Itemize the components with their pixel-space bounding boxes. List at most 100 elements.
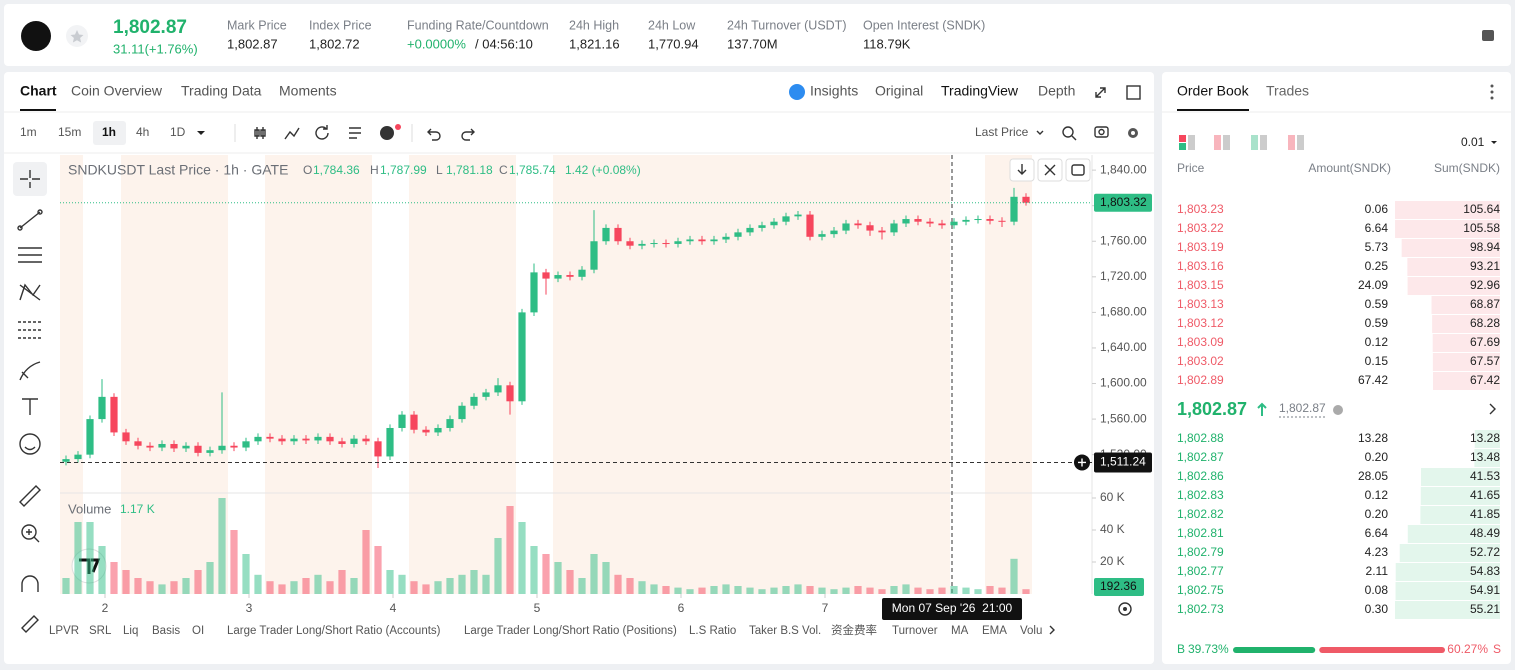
interval[interactable]: 15m [58,125,81,139]
candle-body [650,243,658,245]
ob-amount: 6.64 [1365,221,1389,235]
volume-bar [158,584,166,594]
depth-bar [1431,296,1500,314]
view-tab[interactable]: Depth [1038,83,1075,99]
candle-body [422,429,430,433]
ob-tab[interactable]: Trades [1266,83,1309,99]
candle-body [266,436,274,439]
ob-price: 1,803.12 [1177,316,1224,330]
crosshair-price-box [1094,452,1152,473]
ob-sum: 68.87 [1470,297,1500,311]
indicator[interactable]: Turnover [892,625,938,637]
chart-buttons[interactable] [71,158,1132,635]
indicator[interactable]: SRL [89,625,112,637]
candle-body [770,221,778,226]
ohlc-label: H [370,163,379,177]
chart-tab[interactable]: Moments [279,83,337,99]
stat-label: Mark Price [227,18,287,32]
orderbook-icons[interactable] [1179,84,1497,417]
star-icon [70,30,84,43]
y-tick-label: 1,720.00 [1100,269,1147,283]
ob-amount: 13.28 [1358,431,1388,445]
indicator[interactable]: Large Trader Long/Short Ratio (Accounts) [227,625,441,637]
indicator[interactable]: Liq [123,625,138,637]
volume-bar [962,587,970,594]
legend-change: 1.42 (+0.08%) [565,163,641,177]
ob-sum: 54.91 [1470,583,1500,597]
volume-bar [866,587,874,594]
price-source[interactable]: Last Price [975,125,1029,139]
ob-amount: 24.09 [1358,278,1388,292]
stat-label: 24h Turnover (USDT) [727,18,846,32]
drawing-tools[interactable] [13,162,47,633]
interval[interactable]: 4h [136,125,149,139]
ob-amount: 0.12 [1365,488,1389,502]
interval[interactable]: 1D [170,125,186,139]
stat-value: 118.79K [863,36,911,51]
indicator[interactable]: Taker B.S Vol. [749,625,821,637]
ob-sum: 68.28 [1470,316,1500,330]
indicator[interactable]: L.S Ratio [689,625,736,637]
indicator[interactable]: Basis [152,625,180,637]
ob-price: 1,803.02 [1177,354,1224,368]
ohlc-value: 1,784.36 [313,163,360,177]
chart-tab[interactable]: Coin Overview [71,83,163,99]
candle-body [674,241,682,244]
ob-sum: 41.53 [1470,469,1500,483]
col-header: Amount(SNDK) [1308,161,1391,175]
indicator[interactable]: Volu [1020,625,1042,637]
view-tab[interactable]: TradingView [941,83,1019,99]
x-tick-label: 5 [534,601,541,615]
indicator[interactable]: LPVR [49,625,79,637]
volume-bar [230,530,238,594]
chart-tab[interactable]: Trading Data [181,83,262,99]
candle-body [302,438,310,441]
candle-body [62,459,70,462]
candle-body [638,243,646,246]
volume-bar [542,554,550,594]
indicator[interactable]: OI [192,625,204,637]
ob-price: 1,803.13 [1177,297,1224,311]
interval[interactable]: 1m [20,125,37,139]
x-tick-label: 3 [246,601,253,615]
mid-price: 1,802.87 [1177,399,1247,419]
candle-body [710,239,718,242]
chart-tab[interactable]: Chart [20,83,57,99]
volume-bar [314,574,322,594]
ob-tab[interactable]: Order Book [1177,83,1250,99]
header-icon[interactable] [1482,30,1494,41]
candle-body [962,219,970,222]
ohlc-value: 1,787.99 [380,163,427,177]
interval[interactable]: 1h [102,125,116,139]
candle-body [914,219,922,222]
candle-body [818,234,826,237]
candle-body [890,223,898,233]
ohlc-label: C [499,163,508,177]
indicator[interactable]: MA [951,625,969,637]
ohlc-value: 1,781.18 [446,163,493,177]
expand-icon[interactable] [1095,87,1106,98]
candle-body [566,275,574,277]
ob-price: 1,802.75 [1177,583,1224,597]
indicator[interactable]: Large Trader Long/Short Ratio (Positions… [464,625,677,637]
mark-price: 1,802.87 [1279,401,1326,415]
view-tab[interactable]: Original [875,83,923,99]
x-tick-label: 4 [390,601,397,615]
ob-amount: 0.20 [1365,507,1389,521]
depth-bar [1420,506,1500,524]
volume-bar [146,581,154,594]
volume-bar [938,587,946,594]
candle-body [830,230,838,235]
volume-bar [86,522,94,594]
candle-body [86,419,94,455]
window-icon[interactable] [1126,85,1141,100]
indicator[interactable]: 资金费率 [831,623,877,637]
view-tab[interactable]: Insights [810,83,858,99]
ob-amount: 0.59 [1365,316,1389,330]
volume-bar [398,574,406,594]
ob-sum: 98.94 [1470,240,1500,254]
stat-value: 1,821.16 [569,36,620,51]
tick-size[interactable]: 0.01 [1461,135,1485,149]
indicator[interactable]: EMA [982,625,1007,637]
interval-selected [93,121,126,145]
